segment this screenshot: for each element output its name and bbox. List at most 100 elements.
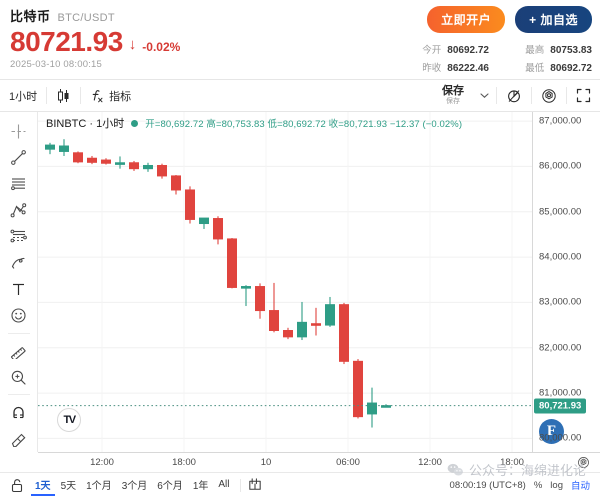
ruler-icon (10, 342, 27, 360)
range-button-2[interactable]: 1个月 (86, 480, 112, 492)
eraser-icon (10, 430, 27, 448)
log-scale-button[interactable]: log (550, 479, 563, 491)
stat-prev-close: 昨收 86222.46 (394, 60, 489, 74)
candlestick-icon (56, 88, 71, 104)
open-account-button[interactable]: 立即开户 (427, 6, 506, 33)
chevron-down-icon (479, 90, 490, 101)
interval-selector[interactable]: 1小时 (0, 80, 46, 111)
f-badge[interactable]: F (539, 419, 564, 444)
time-axis-tick-2: 10 (260, 457, 272, 468)
stat-value: 80692.72 (447, 45, 489, 56)
text-icon (10, 281, 27, 298)
camera-icon (506, 88, 522, 104)
quote-stats: 今开 80692.72 最高 80753.83 昨收 86222.46 最低 8… (394, 42, 592, 74)
percent-scale-button[interactable]: % (533, 479, 543, 491)
gear-icon (541, 88, 557, 104)
range-button-0[interactable]: 1天 (31, 475, 55, 496)
lock-open-icon[interactable] (0, 478, 31, 493)
chart-legend: BINBTC · 1小时 开=80,692.72 高=80,753.83 低=8… (46, 115, 462, 131)
trend-line-tool-button[interactable] (4, 144, 34, 170)
measure-tool-button[interactable] (4, 338, 34, 364)
header-actions: 立即开户 + 加自选 (394, 6, 592, 33)
stat-value: 86222.46 (447, 63, 489, 74)
zoom-tool-button[interactable] (4, 364, 34, 390)
fx-icon (90, 88, 105, 104)
bottom-divider (239, 478, 241, 492)
price-axis-tick-2: 85,000.00 (539, 206, 582, 218)
session-clock: 08:00:19 (UTC+8) (449, 479, 526, 491)
fib-retracement-tool-button[interactable] (4, 223, 34, 249)
stat-low: 最低 80692.72 (497, 60, 592, 74)
range-button-3[interactable]: 3个月 (121, 480, 148, 492)
crosshair-tool-button[interactable] (4, 118, 34, 144)
add-watchlist-button[interactable]: + 加自选 (515, 6, 592, 33)
price-axis[interactable]: F 87,000.00 86,000.00 85,000.00 84,000.00 83… (532, 112, 600, 452)
fullscreen-button[interactable] (567, 80, 600, 111)
emoji-tool-button[interactable] (4, 302, 34, 328)
last-price: 80721.93 (10, 26, 123, 57)
price-row: 80721.93 ↓ -0.02% (10, 26, 590, 57)
plot-svg (38, 112, 532, 452)
chart-area[interactable]: TV BINBTC · 1小时 开=80,692.72 高=80,753.83 … (38, 112, 600, 452)
sidebar-divider (7, 332, 30, 334)
stat-value: 80692.72 (550, 63, 592, 74)
candlestick-plot[interactable]: TV (38, 112, 532, 452)
price-axis-tick-6: 81,000.00 (539, 387, 582, 399)
range-button-4[interactable]: 6个月 (157, 480, 183, 492)
range-button-5[interactable]: 1年 (192, 480, 209, 492)
text-tool-button[interactable] (4, 276, 34, 302)
legend-symbol: BINBTC · 1小时 (46, 118, 125, 130)
trend-line-icon (10, 149, 27, 166)
time-axis[interactable]: 12:00 18:00 10 06:00 12:00 18:00 (38, 452, 600, 472)
range-selector[interactable]: 1天 5天 1个月 3个月 6个月 1年 All (31, 475, 234, 496)
time-axis-tick-3: 06:00 (336, 457, 360, 468)
stat-value: 80753.83 (550, 45, 592, 56)
auto-scale-button[interactable]: 自动 (570, 481, 590, 492)
fullscreen-icon (576, 88, 591, 103)
price-axis-tick-7: 80,000.00 (539, 432, 582, 444)
stat-label: 昨收 (422, 63, 442, 74)
toolbar-divider (531, 87, 532, 104)
stat-high: 最高 80753.83 (497, 42, 592, 56)
brush-icon (10, 254, 27, 271)
price-axis-tick-4: 83,000.00 (539, 296, 582, 308)
legend-ohlc-values: 开=80,692.72 高=80,753.83 低=80,692.72 收=80… (145, 119, 463, 130)
horizontal-lines-icon (10, 175, 27, 192)
save-button[interactable]: 保存 保存 (433, 80, 473, 111)
time-axis-tick-5: 18:00 (500, 457, 524, 468)
brush-tool-button[interactable] (4, 250, 34, 276)
magnet-tool-button[interactable] (4, 399, 34, 425)
legend-series-dot-icon (131, 119, 139, 127)
indicators-label: 指标 (109, 90, 132, 103)
save-label-stack: 保存 保存 (442, 85, 464, 105)
price-axis-tick-0: 87,000.00 (539, 115, 582, 127)
crosshair-icon (10, 123, 27, 140)
stat-label: 今开 (422, 45, 442, 56)
snapshot-button[interactable] (497, 80, 531, 111)
save-label: 保存 (442, 85, 464, 98)
goto-date-icon[interactable] (247, 477, 263, 493)
price-axis-tick-5: 82,000.00 (539, 342, 582, 354)
header-right: 立即开户 + 加自选 今开 80692.72 最高 80753.83 昨收 86… (394, 6, 592, 74)
stat-label: 最低 (525, 63, 545, 74)
indicators-button[interactable]: 指标 (81, 80, 140, 111)
symbol-name: 比特币 (10, 9, 51, 24)
eraser-tool-button[interactable] (4, 426, 34, 452)
toolbar-right: 保存 保存 (433, 80, 600, 111)
stat-today-open: 今开 80692.72 (394, 42, 489, 56)
time-axis-tick-0: 12:00 (90, 457, 114, 468)
price-axis-tick-1: 86,000.00 (539, 160, 582, 172)
toolbar-divider (80, 87, 82, 104)
horizontal-lines-tool-button[interactable] (4, 171, 34, 197)
time-axis-settings-icon[interactable] (577, 456, 590, 469)
range-button-1[interactable]: 5天 (60, 480, 77, 492)
save-sublabel: 保存 (446, 97, 460, 105)
chart-type-button[interactable] (47, 80, 80, 111)
symbol-pair: BTC/USDT (57, 12, 115, 24)
range-button-6[interactable]: All (218, 478, 230, 490)
save-menu-button[interactable] (473, 80, 496, 111)
quote-timestamp: 2025-03-10 08:00:15 (10, 59, 103, 71)
chart-settings-button[interactable] (532, 80, 566, 111)
pitchfork-tool-button[interactable] (4, 197, 34, 223)
